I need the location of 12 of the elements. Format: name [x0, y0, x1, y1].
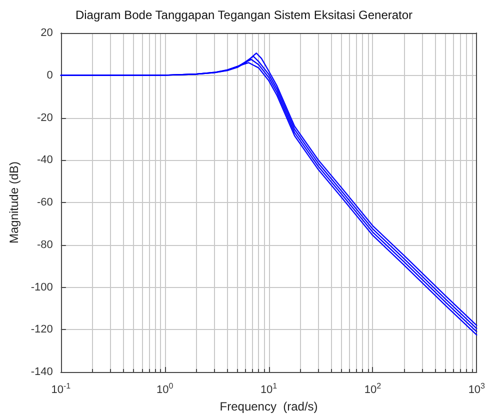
y-tick-label: -20 — [37, 112, 53, 124]
chart-title: Diagram Bode Tanggapan Tegangan Sistem Eksitasi Generator — [75, 8, 413, 22]
y-tick-label: -100 — [30, 281, 53, 294]
y-tick-label: -40 — [37, 154, 53, 166]
y-tick-label: -140 — [30, 366, 53, 378]
y-tick-label: -60 — [37, 196, 53, 208]
y-axis-title: Magnitude (dB) — [7, 161, 21, 244]
y-tick-label: -80 — [37, 238, 53, 251]
x-axis-title: Frequency (rad/s) — [220, 399, 318, 414]
y-tick-label: -120 — [30, 324, 53, 336]
y-tick-label: 0 — [46, 69, 53, 82]
y-tick-label: 20 — [40, 27, 53, 39]
